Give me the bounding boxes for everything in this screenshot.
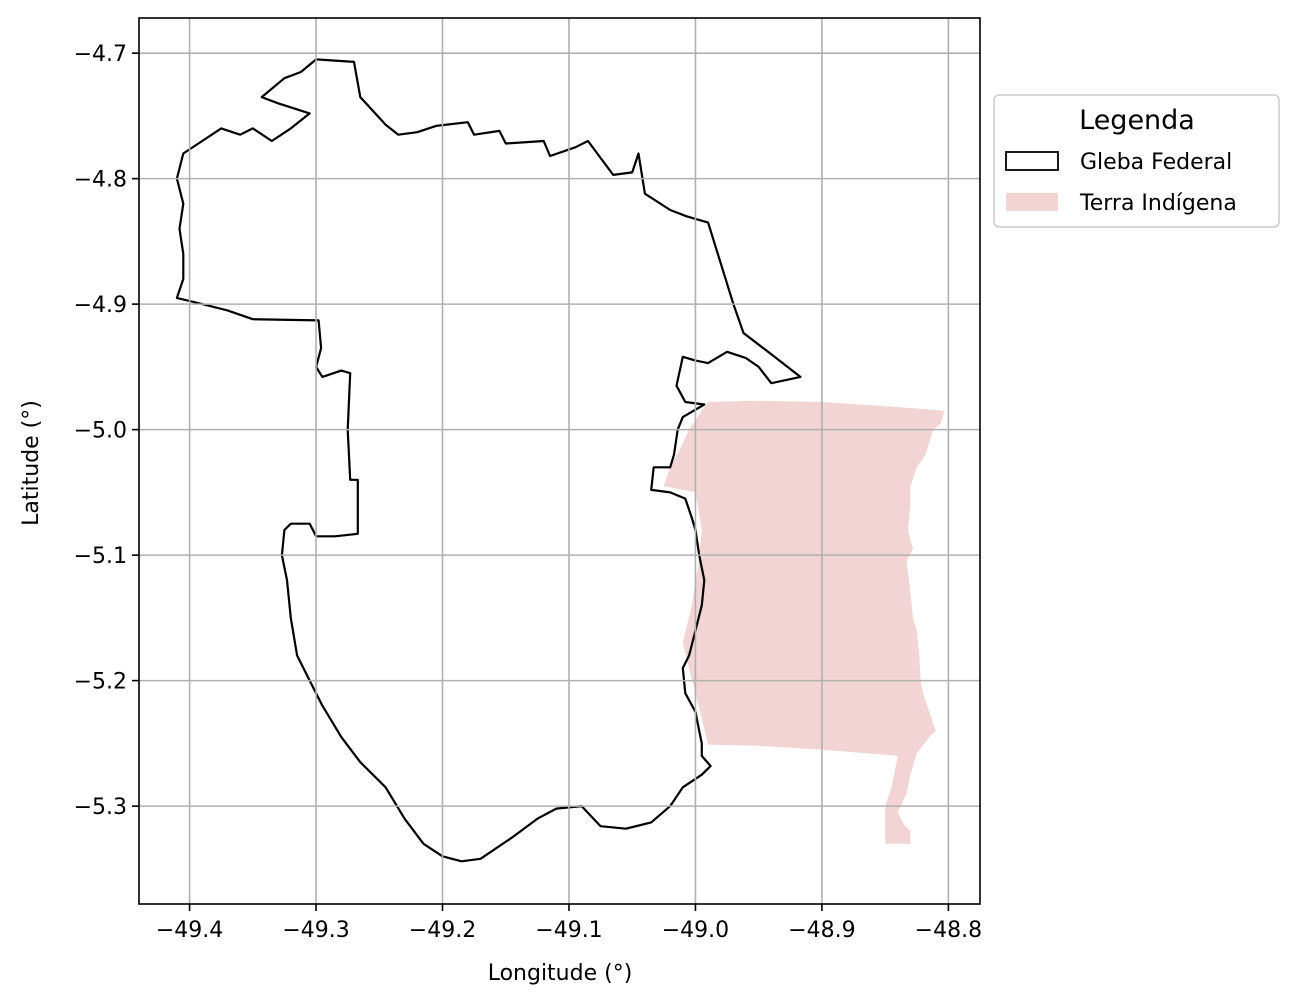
x-axis-label: Longitude (°) xyxy=(488,961,633,986)
legend-swatch-gleba-federal xyxy=(1005,151,1059,171)
y-tick-label: −4.9 xyxy=(74,293,127,318)
y-tick-label: −5.2 xyxy=(74,670,127,695)
legend-label-gleba-federal: Gleba Federal xyxy=(1080,150,1232,175)
y-tick-label: −5.3 xyxy=(74,795,127,820)
x-axis-ticks: −49.4 −49.3 −49.2 −49.1 −49.0 −48.9 −48.8 xyxy=(156,904,982,943)
y-tick-label: −5.0 xyxy=(74,419,127,444)
map-layers xyxy=(175,58,945,863)
legend-label-terra-indigena: Terra Indígena xyxy=(1079,191,1237,216)
region-gleba-federal xyxy=(175,58,802,863)
grid-lines xyxy=(139,18,980,904)
x-tick-label: −49.1 xyxy=(535,918,602,943)
x-tick-label: −48.9 xyxy=(788,918,855,943)
legend: Legenda Gleba Federal Terra Indígena xyxy=(993,94,1280,228)
x-tick-label: −49.2 xyxy=(409,918,476,943)
y-axis-label: Latitude (°) xyxy=(19,400,44,526)
legend-swatch-terra-indigena xyxy=(1006,193,1058,211)
plot-area: −49.4 −49.3 −49.2 −49.1 −49.0 −48.9 −48.8 −4.7… xyxy=(74,17,982,943)
x-tick-label: −49.0 xyxy=(662,918,729,943)
x-tick-label: −48.8 xyxy=(915,918,982,943)
legend-title: Legenda xyxy=(1079,105,1195,136)
y-tick-label: −5.1 xyxy=(74,544,127,569)
y-axis-ticks: −4.7 −4.8 −4.9 −5.0 −5.1 −5.2 −5.3 xyxy=(74,42,139,820)
region-terra-indigena xyxy=(663,400,945,844)
x-tick-label: −49.4 xyxy=(156,918,223,943)
axes-frame xyxy=(138,17,981,905)
legend-box xyxy=(993,94,1280,228)
y-tick-label: −4.8 xyxy=(74,168,127,193)
x-tick-label: −49.3 xyxy=(282,918,349,943)
y-tick-label: −4.7 xyxy=(74,42,127,67)
